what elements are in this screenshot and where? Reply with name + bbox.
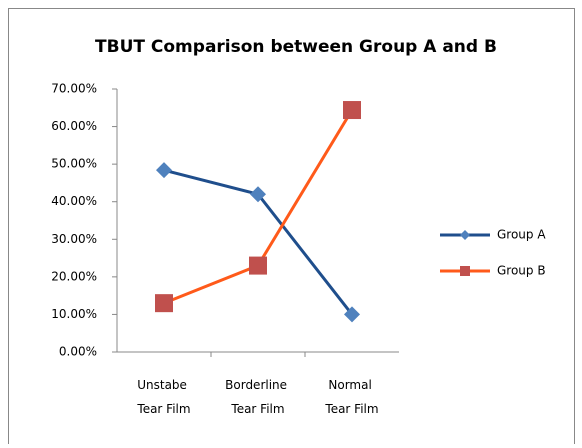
y-tick-label: 40.00% xyxy=(51,194,97,208)
legend-label: Group A xyxy=(497,228,546,242)
point xyxy=(344,306,360,323)
chart-border xyxy=(8,8,575,448)
y-tick-label: 20.00% xyxy=(51,269,97,283)
x-tick-label: Borderline Tear Film xyxy=(225,378,291,416)
y-tick-label: 70.00% xyxy=(51,82,97,96)
point xyxy=(156,162,172,179)
label-line: Normal xyxy=(328,378,375,392)
label-line: Tear Film xyxy=(230,402,284,416)
point xyxy=(343,101,361,120)
y-tick-label: 30.00% xyxy=(51,232,97,246)
legend-marker xyxy=(460,230,470,240)
legend-label: Group B xyxy=(497,264,546,278)
x-tick-label: Unstabe Tear Film xyxy=(136,378,190,416)
label-line: Tear Film xyxy=(136,402,190,416)
y-tick-label: 50.00% xyxy=(51,157,97,171)
chart-title: TBUT Comparison between Group A and B xyxy=(95,37,497,57)
label-line: Unstabe xyxy=(137,378,191,392)
x-tick-label: Normal Tear Film xyxy=(324,378,378,416)
label-line: Tear Film xyxy=(324,402,378,416)
point xyxy=(249,256,267,275)
y-tick-label: 10.00% xyxy=(51,307,97,321)
label-line: Borderline xyxy=(225,378,291,392)
y-tick-label: 60.00% xyxy=(51,119,97,133)
point xyxy=(155,294,173,313)
point xyxy=(250,186,266,203)
y-tick-label: 0.00% xyxy=(59,345,97,359)
legend-marker xyxy=(460,266,470,276)
